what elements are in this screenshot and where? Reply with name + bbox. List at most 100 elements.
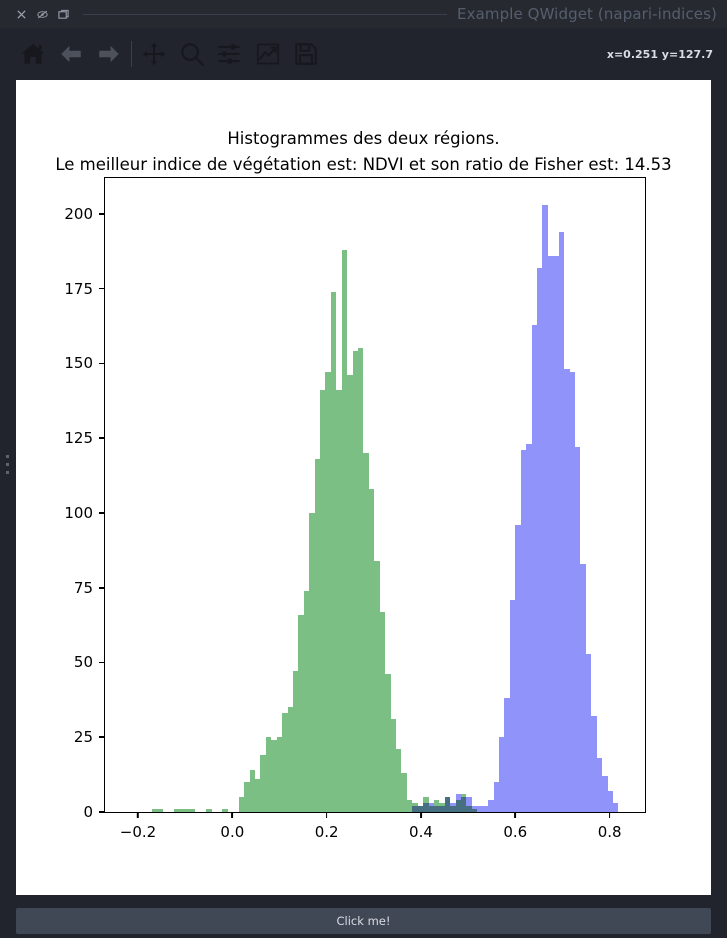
histogram-bars xyxy=(105,178,645,812)
histogram-bar xyxy=(157,809,163,812)
histogram-bar xyxy=(276,737,283,812)
x-tick-label: −0.2 xyxy=(119,823,157,841)
dock-titlebar: Example QWidget (napari-indices) xyxy=(0,0,727,28)
x-tick-label: 0.8 xyxy=(597,823,622,841)
y-tick-mark xyxy=(99,213,105,215)
x-tick-mark xyxy=(325,812,328,818)
histogram-bar xyxy=(254,779,261,812)
click-me-button[interactable]: Click me! xyxy=(16,908,711,934)
histogram-bar xyxy=(309,512,315,812)
histogram-bar xyxy=(320,390,326,812)
histogram-bar xyxy=(450,803,456,812)
histogram-bar xyxy=(271,740,277,812)
back-button[interactable] xyxy=(52,34,90,74)
x-axis-tick: 0.8 xyxy=(598,812,622,841)
histogram-bar xyxy=(179,809,185,812)
y-axis-tick: 25 xyxy=(74,728,105,746)
histogram-bar xyxy=(265,737,272,812)
histogram-bar xyxy=(244,782,250,812)
y-axis-tick: 175 xyxy=(64,280,105,298)
home-button[interactable] xyxy=(14,34,52,74)
histogram-bar xyxy=(482,806,489,812)
grip-dots-icon xyxy=(5,454,9,474)
x-axis-tick: 0.0 xyxy=(220,812,244,841)
y-tick-label: 50 xyxy=(73,653,93,672)
histogram-bar xyxy=(531,324,537,812)
panel-resize-handle[interactable] xyxy=(0,28,14,900)
x-axis-tick: 0.6 xyxy=(503,812,527,841)
histogram-bar xyxy=(358,348,364,812)
histogram-bar xyxy=(189,809,196,812)
y-tick-label: 125 xyxy=(64,429,93,448)
histogram-bar xyxy=(580,563,586,812)
histogram-bar xyxy=(298,614,304,812)
histogram-bar xyxy=(433,806,440,812)
histogram-bar xyxy=(417,806,424,812)
histogram-bar xyxy=(547,255,554,812)
edit-axis-button[interactable] xyxy=(249,34,287,74)
histogram-bar xyxy=(347,375,353,812)
histogram-bar xyxy=(282,713,288,812)
subplots-button[interactable] xyxy=(211,34,249,74)
histogram-bar xyxy=(564,369,570,812)
histogram-bar xyxy=(433,800,440,812)
histogram-bar xyxy=(249,770,255,812)
histogram-bar xyxy=(488,800,494,812)
histogram-bar xyxy=(499,737,505,812)
x-tick-label: 0.6 xyxy=(503,823,528,841)
y-tick-mark xyxy=(99,661,105,664)
histogram-bar xyxy=(292,671,299,812)
histogram-bar xyxy=(287,707,293,812)
float-icon[interactable] xyxy=(58,9,69,20)
histogram-bar xyxy=(222,809,228,812)
close-icon[interactable] xyxy=(16,9,27,20)
titlebar-divider xyxy=(83,13,448,15)
histogram-bar xyxy=(466,797,472,812)
x-axis-tick: 0.4 xyxy=(409,812,433,841)
matplotlib-figure-canvas[interactable]: Histogrammes des deux régions. Le meille… xyxy=(16,80,711,895)
histogram-bar xyxy=(537,267,543,812)
x-tick-mark xyxy=(608,812,611,818)
histogram-bar xyxy=(385,674,391,812)
y-axis-tick: 50 xyxy=(74,653,105,671)
matplotlib-navigation-toolbar: x=0.251 y=127.7 xyxy=(14,30,727,78)
chart-title-block: Histogrammes des deux régions. Le meille… xyxy=(16,126,711,178)
y-tick-label: 75 xyxy=(73,578,93,597)
forward-button[interactable] xyxy=(90,34,128,74)
toolbar-separator xyxy=(131,41,132,67)
y-axis-tick: 125 xyxy=(64,429,105,447)
y-tick-label: 0 xyxy=(83,803,93,821)
histogram-bar xyxy=(607,791,613,812)
histogram-bar xyxy=(553,255,559,812)
plot-axes[interactable]: 0 25 50 75 100 125 150 175 200 −0.2 0.0 0.2 0.4 0.6 0.… xyxy=(64,177,646,841)
x-axis-tick: 0.2 xyxy=(315,812,339,841)
histogram-bar xyxy=(558,231,565,812)
histogram-bar xyxy=(515,524,521,812)
histogram-bar xyxy=(542,204,548,812)
y-tick-label: 25 xyxy=(73,728,93,747)
pan-button[interactable] xyxy=(135,34,173,74)
y-tick-mark xyxy=(99,586,105,589)
y-axis-tick: 200 xyxy=(64,205,105,223)
histogram-bar xyxy=(428,803,434,812)
y-tick-label: 175 xyxy=(64,279,93,298)
x-tick-label: 0.2 xyxy=(314,823,339,841)
histogram-bar xyxy=(352,351,359,812)
histogram-bar xyxy=(444,797,451,812)
histogram-bar xyxy=(612,803,619,812)
histogram-bar xyxy=(602,776,608,812)
y-tick-label: 100 xyxy=(64,503,93,522)
x-tick-mark xyxy=(514,812,517,818)
histogram-bar xyxy=(303,590,310,812)
save-button[interactable] xyxy=(287,34,325,74)
histogram-bar xyxy=(574,447,581,812)
zoom-button[interactable] xyxy=(173,34,211,74)
histogram-bar xyxy=(184,809,190,812)
histogram-bar xyxy=(412,806,418,812)
chart-title: Histogrammes des deux régions. xyxy=(227,129,500,148)
y-axis-tick: 150 xyxy=(64,354,105,372)
hide-icon[interactable] xyxy=(37,9,48,20)
y-tick-mark xyxy=(99,512,105,514)
histogram-bar xyxy=(455,794,462,812)
y-tick-label: 150 xyxy=(64,354,93,373)
